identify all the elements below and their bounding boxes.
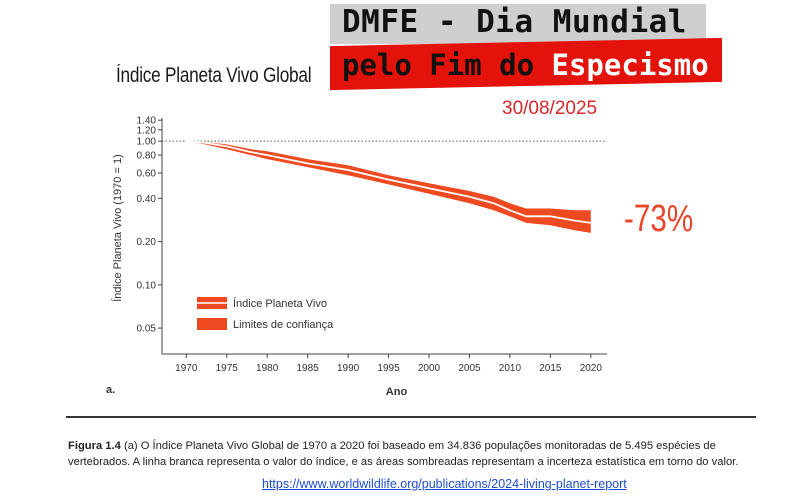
banner-line2-prefix: pelo Fim do — [342, 48, 552, 82]
caption-text: (a) O Índice Planeta Vivo Global de 1970… — [68, 440, 739, 468]
x-tick-label: 1985 — [297, 363, 320, 374]
caption-divider — [66, 416, 756, 418]
banner-title-line2: pelo Fim do Especismo — [342, 48, 709, 82]
y-tick-label: 1.20 — [137, 125, 157, 136]
x-axis-title: Ano — [386, 386, 408, 398]
date-label: 30/08/2025 — [502, 98, 598, 119]
percent-decline-label: -73% — [624, 198, 694, 240]
x-tick-label: 2010 — [499, 363, 522, 374]
y-tick-label: 0.10 — [137, 280, 157, 291]
banner: DMFE - Dia Mundial pelo Fim do Especismo — [330, 4, 722, 92]
y-tick-label: 0.20 — [137, 237, 157, 248]
banner-line2-highlight: Especismo — [551, 48, 709, 82]
y-tick-label: 0.60 — [137, 169, 157, 180]
legend-label-index: Índice Planeta Vivo — [233, 297, 327, 310]
banner-grey-strip — [330, 4, 706, 44]
x-tick-label: 1980 — [256, 363, 279, 374]
x-tick-label: 1970 — [175, 363, 198, 374]
legend-swatch-confidence — [197, 318, 227, 330]
y-tick-label: 0.80 — [137, 151, 157, 162]
figure-caption: Figura 1.4 (a) O Índice Planeta Vivo Glo… — [68, 439, 748, 470]
figure-label: Figura 1.4 — [68, 440, 121, 452]
confidence-band — [186, 141, 591, 233]
legend-label-confidence: Limites de confiança — [233, 319, 334, 331]
y-tick-label: 1.00 — [137, 137, 157, 148]
x-tick-label: 2015 — [539, 363, 562, 374]
x-tick-label: 1995 — [377, 363, 400, 374]
y-tick-label: 0.40 — [137, 194, 157, 205]
y-tick-label: 1.40 — [137, 116, 157, 127]
x-tick-label: 1975 — [216, 363, 239, 374]
x-tick-label: 2000 — [418, 363, 441, 374]
source-link[interactable]: https://www.worldwildlife.org/publicatio… — [262, 477, 627, 491]
x-tick-label: 2020 — [580, 363, 603, 374]
banner-title-line1: DMFE - Dia Mundial — [342, 4, 687, 40]
x-tick-label: 1990 — [337, 363, 360, 374]
index-line — [186, 140, 591, 224]
panel-label: a. — [106, 384, 116, 396]
x-tick-label: 2005 — [458, 363, 481, 374]
chart-title: Índice Planeta Vivo Global — [116, 64, 312, 87]
y-tick-label: 0.05 — [137, 324, 157, 335]
